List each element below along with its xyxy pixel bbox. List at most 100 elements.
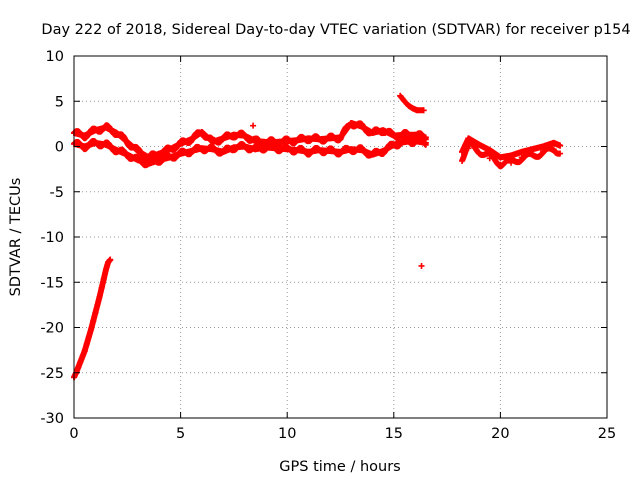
data-point	[358, 147, 365, 154]
data-point	[397, 92, 404, 99]
data-point	[369, 129, 376, 136]
data-point	[294, 147, 301, 154]
data-point	[418, 262, 425, 269]
data-point	[124, 138, 131, 145]
data-point	[156, 157, 163, 164]
data-point	[508, 152, 515, 159]
y-axis-label: SDTVAR / TECUs	[8, 178, 24, 297]
data-point	[414, 107, 421, 114]
y-tick-label: -20	[40, 321, 64, 337]
data-point	[177, 140, 184, 147]
data-point	[134, 157, 141, 164]
data-point	[77, 358, 84, 365]
data-point	[390, 141, 397, 148]
data-point	[102, 124, 109, 131]
data-point	[422, 139, 429, 146]
data-point	[401, 138, 408, 145]
data-point	[252, 146, 259, 153]
tick-marks	[73, 55, 608, 419]
data-point	[83, 340, 90, 347]
data-point	[459, 148, 466, 155]
data-point	[486, 155, 493, 162]
data-point	[401, 98, 408, 105]
y-tick-label: -15	[40, 275, 64, 291]
data-point	[92, 127, 99, 134]
data-point	[422, 134, 429, 141]
data-point	[98, 284, 105, 291]
data-point	[92, 310, 99, 317]
data-point	[273, 138, 280, 145]
data-point	[316, 136, 323, 143]
data-point	[262, 144, 269, 151]
x-axis-label: GPS time / hours	[279, 459, 400, 475]
data-point	[79, 353, 86, 360]
data-point	[284, 138, 291, 145]
data-point	[540, 148, 547, 155]
data-point	[405, 102, 412, 109]
data-point	[102, 266, 109, 273]
data-point	[188, 136, 195, 143]
data-point	[358, 123, 365, 130]
data-point	[100, 275, 107, 282]
data-point	[369, 151, 376, 158]
data-point	[241, 143, 248, 150]
x-tick-label: 10	[278, 426, 296, 442]
data-point	[230, 131, 237, 138]
data-point	[188, 148, 195, 155]
data-point	[230, 144, 237, 151]
data-point	[81, 132, 88, 139]
data-point	[177, 150, 184, 157]
data-point	[92, 139, 99, 146]
data-point	[465, 145, 472, 152]
data-point	[124, 151, 131, 158]
data-point	[250, 122, 257, 129]
y-tick-label: -5	[50, 185, 64, 201]
data-point	[166, 154, 173, 161]
data-point	[305, 148, 312, 155]
data-point	[134, 148, 141, 155]
x-tick-label: 0	[69, 426, 78, 442]
data-point	[262, 138, 269, 145]
data-point	[102, 141, 109, 148]
y-tick-label: 10	[46, 49, 64, 65]
data-point	[420, 107, 427, 114]
data-point	[348, 146, 355, 153]
data-point	[550, 146, 557, 153]
data-point	[348, 119, 355, 126]
data-point	[465, 135, 472, 142]
data-point	[156, 150, 163, 157]
x-tick-label: 15	[385, 426, 403, 442]
data-point	[198, 129, 205, 136]
data-point	[476, 141, 483, 148]
data-point	[273, 145, 280, 152]
data-point	[337, 148, 344, 155]
data-point	[518, 148, 525, 155]
y-tick-label: -10	[40, 230, 64, 246]
y-tick-label: -30	[40, 411, 64, 427]
data-point	[529, 150, 536, 157]
chart-title: Day 222 of 2018, Sidereal Day-to-day VTE…	[41, 22, 630, 38]
data-point	[316, 147, 323, 154]
data-point	[326, 135, 333, 142]
data-point	[390, 132, 397, 139]
data-point	[96, 293, 103, 300]
data-point	[75, 364, 82, 371]
y-tick-label: 5	[55, 94, 64, 110]
data-point	[412, 131, 419, 138]
grid	[74, 56, 607, 418]
x-tick-label: 5	[176, 426, 185, 442]
data-point	[412, 138, 419, 145]
data-point	[409, 105, 416, 112]
data-point	[486, 147, 493, 154]
data-point	[476, 149, 483, 156]
data-point	[380, 127, 387, 134]
data-point	[252, 138, 259, 145]
data-point	[166, 146, 173, 153]
data-point	[88, 326, 95, 333]
x-tick-label: 20	[491, 426, 509, 442]
data-point	[508, 159, 515, 166]
x-tick-label: 25	[598, 426, 616, 442]
y-tick-label: -25	[40, 366, 64, 382]
data-point	[284, 146, 291, 153]
